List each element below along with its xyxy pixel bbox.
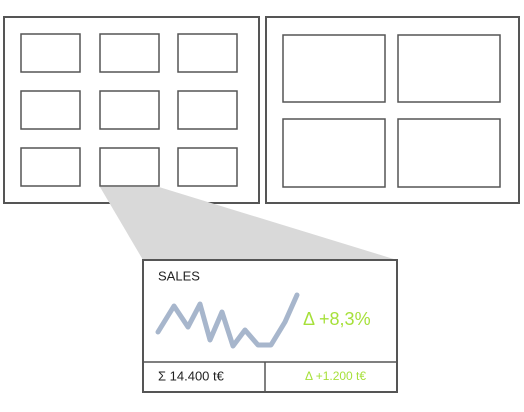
tile (20, 147, 81, 187)
right-panel (265, 16, 520, 204)
tile (20, 33, 81, 73)
tile (177, 33, 238, 73)
zoom-wedge (100, 187, 397, 260)
tile (20, 90, 81, 130)
tile (99, 90, 160, 130)
tile (99, 33, 160, 73)
left-panel (3, 16, 260, 204)
kpi-callout: SALES Δ +8,3% Σ 14.400 t€ Δ +1.200 t€ (142, 259, 398, 393)
kpi-title: SALES (158, 268, 200, 283)
kpi-total: Σ 14.400 t€ (158, 368, 225, 383)
tile (397, 34, 501, 103)
tile (397, 118, 501, 188)
tile (282, 118, 386, 188)
callout-frame (142, 259, 398, 393)
tile (177, 147, 238, 187)
kpi-change-amount: Δ +1.200 t€ (305, 369, 366, 383)
tile (282, 34, 386, 103)
tile (99, 147, 160, 187)
tile (177, 90, 238, 130)
sparkline (155, 292, 300, 349)
kpi-change: Δ +8,3% (303, 309, 371, 329)
